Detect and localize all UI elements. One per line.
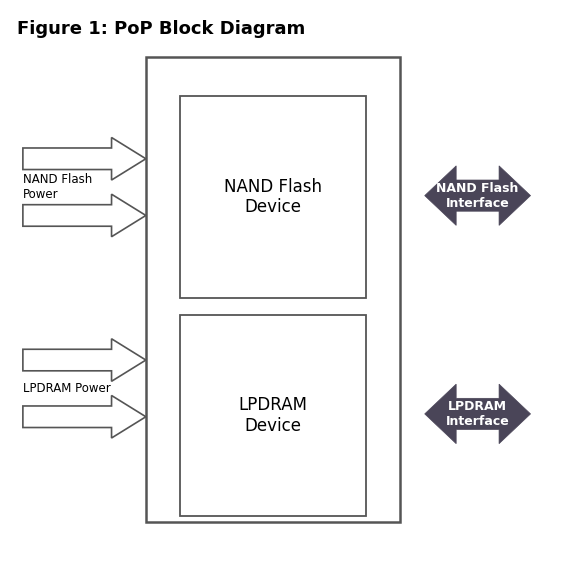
Text: NAND Flash
Interface: NAND Flash Interface [436,181,519,210]
Polygon shape [23,194,146,237]
Polygon shape [424,384,530,443]
Bar [146,57,400,522]
Bar [180,96,366,298]
Polygon shape [424,166,530,226]
Text: Figure 1: PoP Block Diagram: Figure 1: PoP Block Diagram [17,20,305,38]
Polygon shape [23,339,146,382]
Text: LPDRAM
Device: LPDRAM Device [239,396,308,435]
Text: LPDRAM
Interface: LPDRAM Interface [446,400,510,428]
Text: NAND Flash
Power: NAND Flash Power [23,173,92,201]
Text: NAND Flash
Device: NAND Flash Device [224,177,322,217]
Bar [180,315,366,516]
Polygon shape [23,396,146,438]
Text: LPDRAM Power: LPDRAM Power [23,382,110,395]
Polygon shape [23,138,146,180]
